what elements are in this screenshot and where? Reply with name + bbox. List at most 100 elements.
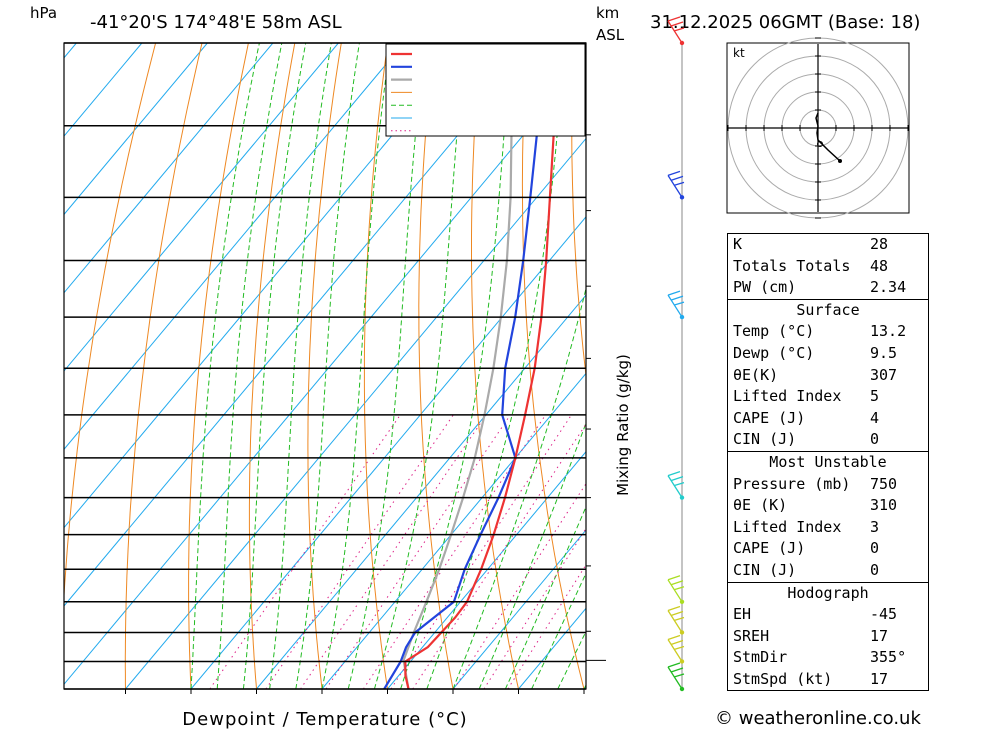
index-row: CIN (J) 0 bbox=[728, 560, 928, 582]
isotherm-line bbox=[64, 43, 208, 216]
hodograph-end-marker bbox=[838, 159, 842, 163]
index-value: 17 bbox=[870, 626, 889, 645]
wind-barb bbox=[667, 634, 685, 662]
index-label: CAPE (J) bbox=[733, 408, 806, 427]
wind-barb bbox=[667, 471, 685, 498]
most-unstable-title: Most Unstable bbox=[769, 452, 887, 471]
index-value: 4 bbox=[870, 408, 880, 427]
hodograph-trace bbox=[815, 112, 841, 162]
mixing-ratio-line bbox=[209, 414, 401, 689]
index-value: 750 bbox=[870, 474, 898, 493]
hodograph-unit-label: kt bbox=[733, 46, 745, 60]
index-label: Lifted Index bbox=[733, 517, 842, 536]
dry-adiabat-line bbox=[188, 43, 249, 689]
wet-adiabat-line bbox=[426, 43, 566, 689]
wet-adiabat-line bbox=[373, 43, 466, 689]
index-row: EH -45 bbox=[728, 604, 928, 626]
legend bbox=[385, 43, 586, 137]
index-label: StmDir bbox=[733, 648, 788, 667]
index-value: 0 bbox=[870, 560, 880, 579]
temperature-line bbox=[404, 43, 563, 689]
surface-title: Surface bbox=[796, 300, 860, 319]
wind-barb bbox=[667, 170, 685, 198]
wet-adiabat-line bbox=[321, 43, 391, 689]
isotherm-line bbox=[190, 216, 586, 689]
index-row: Temp (°C) 13.2 bbox=[728, 321, 928, 343]
index-label: θE (K) bbox=[733, 496, 788, 515]
isotherm-line bbox=[64, 43, 339, 372]
wet-adiabat-line bbox=[190, 43, 260, 689]
isotherm-line bbox=[256, 294, 586, 689]
x-axis-title: Dewpoint / Temperature (°C) bbox=[182, 709, 467, 730]
index-row: CAPE (J) 0 bbox=[728, 538, 928, 560]
index-label: CIN (J) bbox=[733, 560, 797, 579]
plot-frame bbox=[63, 42, 587, 690]
wet-adiabat-line bbox=[400, 43, 513, 689]
mixing-ratio-line bbox=[325, 414, 511, 689]
wet-adiabat-line bbox=[216, 43, 283, 689]
wind-barb bbox=[667, 575, 685, 603]
index-row: CAPE (J) 4 bbox=[728, 408, 928, 430]
location-title: -41°20'S 174°48'E 58m ASL bbox=[90, 12, 342, 33]
index-value: 13.2 bbox=[870, 322, 907, 341]
index-value: 0 bbox=[870, 539, 880, 558]
index-value: -45 bbox=[870, 605, 898, 624]
isotherm-line bbox=[64, 43, 143, 137]
dry-adiabat-line bbox=[620, 43, 715, 689]
index-label: EH bbox=[733, 605, 752, 624]
index-label: Lifted Index bbox=[733, 387, 842, 406]
wet-adiabat-line bbox=[452, 286, 586, 689]
index-row: StmSpd (kt) 17 bbox=[728, 669, 928, 691]
index-row: PW (cm) 2.34 bbox=[728, 277, 928, 299]
isotherm-line bbox=[64, 43, 405, 451]
index-value: 28 bbox=[870, 235, 889, 253]
wet-adiabat-line bbox=[347, 43, 426, 689]
index-label: Totals Totals bbox=[733, 256, 851, 275]
mixing-ratio-line bbox=[507, 563, 586, 689]
parcel-trajectory-line bbox=[402, 43, 517, 689]
isotherm-line bbox=[321, 372, 586, 689]
wind-barb bbox=[667, 290, 685, 318]
mixing-ratio-axis-title: Mixing Ratio (g/kg) bbox=[614, 354, 632, 496]
copyright-footer: © weatheronline.co.uk bbox=[715, 708, 921, 729]
index-row: Pressure (mb) 750 bbox=[728, 474, 928, 496]
wet-adiabat-line bbox=[269, 43, 332, 689]
index-label: PW (cm) bbox=[733, 278, 797, 297]
mixing-ratio-line bbox=[300, 414, 487, 689]
asl-label: ASL bbox=[596, 26, 625, 44]
indices-panel: K 28 Totals Totals 48 PW (cm) 2.34 Surface Te… bbox=[727, 233, 929, 692]
pressure-unit-label: hPa bbox=[30, 4, 57, 22]
isotherm-line bbox=[64, 43, 470, 529]
wind-barb bbox=[667, 605, 685, 633]
index-value: 9.5 bbox=[870, 343, 898, 362]
mixing-ratio-line bbox=[453, 482, 586, 689]
index-row: θE (K) 310 bbox=[728, 495, 928, 517]
index-value: 3 bbox=[870, 517, 880, 536]
wet-adiabat-line bbox=[242, 43, 307, 689]
index-row: Dewp (°C) 9.5 bbox=[728, 343, 928, 365]
index-label: Temp (°C) bbox=[733, 322, 815, 341]
isotherm-line bbox=[125, 137, 586, 689]
dry-adiabat-line bbox=[945, 43, 1000, 689]
index-value: 0 bbox=[870, 430, 880, 449]
hodograph: kt bbox=[726, 37, 910, 219]
wind-barb bbox=[667, 16, 685, 44]
isotherm-line bbox=[387, 450, 586, 689]
mixing-ratio-line bbox=[265, 414, 454, 689]
index-row: SREH 17 bbox=[728, 626, 928, 648]
index-value: 355° bbox=[870, 648, 907, 667]
index-row: Totals Totals 48 bbox=[728, 256, 928, 278]
dry-adiabat-line bbox=[418, 43, 454, 689]
index-value: 2.34 bbox=[870, 278, 907, 297]
dry-adiabat-line bbox=[363, 43, 389, 689]
index-value: 5 bbox=[870, 387, 880, 406]
index-label: K bbox=[733, 235, 743, 253]
index-label: Dewp (°C) bbox=[733, 343, 815, 362]
isotherm-line bbox=[64, 43, 77, 59]
km-label: km bbox=[596, 4, 619, 22]
dewpoint-line bbox=[383, 43, 539, 689]
wind-barb bbox=[667, 662, 685, 690]
index-row: CIN (J) 0 bbox=[728, 429, 928, 451]
dry-adiabat-line bbox=[307, 43, 342, 689]
isotherm-line bbox=[64, 43, 274, 294]
